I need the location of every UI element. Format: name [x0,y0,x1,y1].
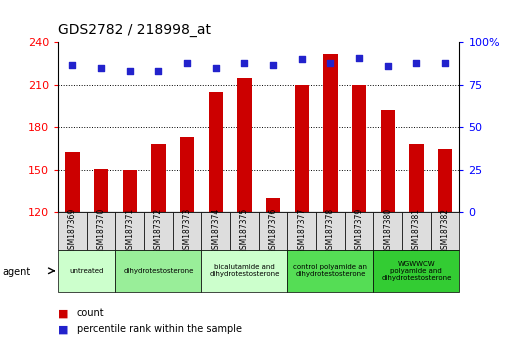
Bar [438,149,452,212]
Text: WGWWCW
polyamide and
dihydrotestosterone: WGWWCW polyamide and dihydrotestosterone [381,261,451,281]
Bar [431,212,459,250]
Point [355,55,363,61]
Text: dihydrotestosterone: dihydrotestosterone [123,268,194,274]
Bar [373,250,459,292]
Text: GSM187381: GSM187381 [412,208,421,254]
Text: count: count [77,308,104,318]
Text: GSM187378: GSM187378 [326,208,335,254]
Bar [122,170,137,212]
Point [297,57,306,62]
Text: bicalutamide and
dihydrotestosterone: bicalutamide and dihydrotestosterone [209,264,280,277]
Point [154,69,163,74]
Text: GSM187380: GSM187380 [383,208,392,254]
Bar [230,212,259,250]
Bar [345,212,373,250]
Bar [151,144,166,212]
Point [441,60,449,66]
Bar [173,212,201,250]
Text: ■: ■ [58,324,69,334]
Bar [316,212,345,250]
Bar [266,198,280,212]
Bar [116,250,201,292]
Text: GSM187370: GSM187370 [97,208,106,254]
Bar [116,212,144,250]
Bar [201,212,230,250]
Bar [209,92,223,212]
Bar [295,85,309,212]
Point [240,60,249,66]
Text: GSM187379: GSM187379 [354,208,364,254]
Bar [352,85,366,212]
Text: untreated: untreated [70,268,104,274]
Bar [94,169,108,212]
Bar [287,212,316,250]
Bar [402,212,431,250]
Point [183,60,191,66]
Text: GSM187369: GSM187369 [68,208,77,254]
Text: agent: agent [3,267,31,277]
Text: GSM187376: GSM187376 [269,208,278,254]
Text: GSM187377: GSM187377 [297,208,306,254]
Text: GDS2782 / 218998_at: GDS2782 / 218998_at [58,23,211,37]
Point [97,65,105,71]
Point [412,60,421,66]
Bar [180,137,194,212]
Text: GSM187375: GSM187375 [240,208,249,254]
Point [383,63,392,69]
Bar [259,212,287,250]
Bar [87,212,116,250]
Point [68,62,77,67]
Bar [287,250,373,292]
Bar [201,250,287,292]
Bar [237,78,251,212]
Bar [65,152,80,212]
Point [212,65,220,71]
Bar [58,212,87,250]
Text: GSM187371: GSM187371 [125,208,134,254]
Point [269,62,277,67]
Text: GSM187374: GSM187374 [211,208,220,254]
Text: GSM187382: GSM187382 [440,208,449,254]
Bar [58,250,116,292]
Bar [144,212,173,250]
Text: percentile rank within the sample: percentile rank within the sample [77,324,242,334]
Text: GSM187372: GSM187372 [154,208,163,254]
Text: ■: ■ [58,308,69,318]
Point [326,60,335,66]
Text: control polyamide an
dihydrotestosterone: control polyamide an dihydrotestosterone [294,264,367,277]
Bar [409,144,423,212]
Point [126,69,134,74]
Bar [373,212,402,250]
Text: GSM187373: GSM187373 [183,208,192,254]
Bar [381,110,395,212]
Bar [323,54,337,212]
